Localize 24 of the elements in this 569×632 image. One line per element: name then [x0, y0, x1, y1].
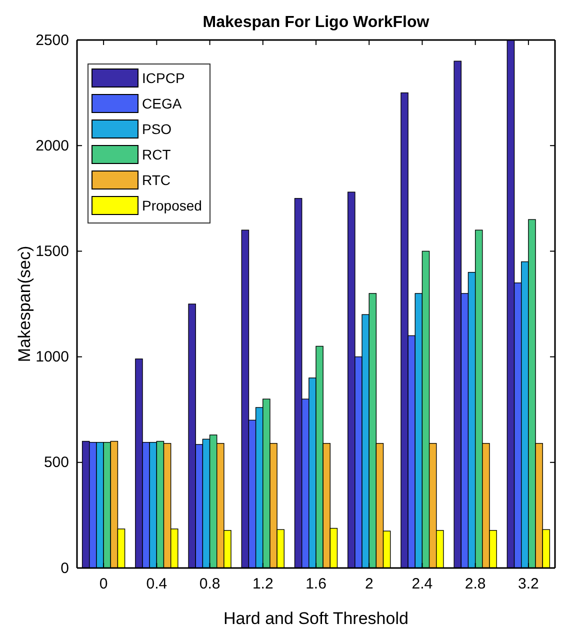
legend-label: CEGA: [142, 96, 182, 112]
legend-label: RTC: [142, 172, 171, 188]
x-tick-label: 1.6: [306, 576, 326, 593]
y-tick-label: 2000: [36, 137, 69, 154]
chart-title: Makespan For Ligo WorkFlow: [202, 14, 430, 31]
x-tick-label: 0: [99, 576, 108, 593]
x-tick-label: 2.8: [464, 576, 486, 593]
y-tick-label: 1000: [36, 348, 69, 366]
x-tick-label: 2: [364, 576, 374, 593]
y-tick-label: 2500: [36, 32, 69, 49]
legend-label: ICPCP: [142, 70, 185, 86]
legend-label: Proposed: [142, 198, 202, 214]
y-tick-label: 1500: [36, 243, 69, 260]
x-tick-label: 1.2: [252, 576, 274, 593]
legend-label: PSO: [142, 121, 172, 137]
y-tick-label: 500: [44, 454, 69, 472]
y-tick-label: 0: [60, 560, 69, 577]
x-tick-label: 0.8: [199, 576, 220, 593]
legend-label: RCT: [142, 146, 172, 162]
x-tick-label: 3.2: [518, 576, 539, 593]
x-tick-label: 0.4: [146, 576, 168, 593]
x-axis-title: Hard and Soft Threshold: [224, 609, 408, 628]
x-tick-label: 2.4: [412, 576, 433, 593]
y-axis-title: Makespan(sec): [15, 246, 34, 362]
